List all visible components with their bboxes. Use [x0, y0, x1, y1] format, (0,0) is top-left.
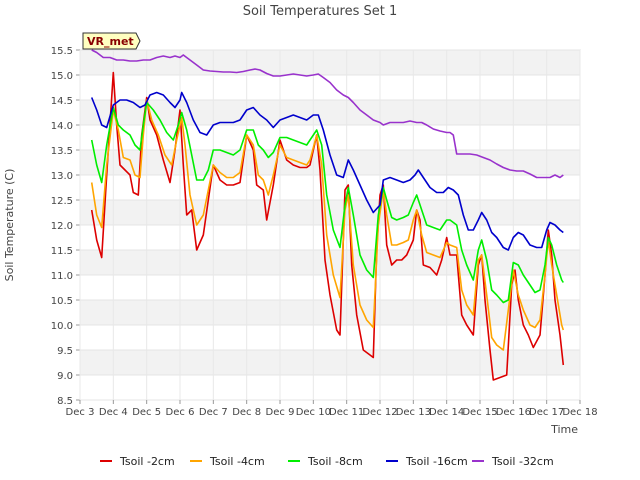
- x-tick-label: Dec 17: [529, 407, 564, 418]
- x-tick-label: Dec 16: [496, 407, 531, 418]
- plot-band: [80, 225, 580, 250]
- y-tick-label: 12.0: [51, 221, 73, 232]
- legend: Tsoil -2cm Tsoil -4cm Tsoil -8cm Tsoil -16c…: [100, 455, 554, 468]
- x-tick-label: Dec 4: [99, 407, 128, 418]
- x-tick-label: Dec 15: [462, 407, 497, 418]
- y-tick-label: 8.5: [57, 396, 73, 407]
- x-tick-label: Dec 3: [66, 407, 95, 418]
- legend-label: Tsoil -2cm: [119, 455, 175, 468]
- plot-band: [80, 50, 580, 75]
- x-tick-label: Dec 7: [199, 407, 228, 418]
- legend-label: Tsoil -8cm: [307, 455, 363, 468]
- y-tick-label: 14.0: [51, 121, 73, 132]
- y-tick-label: 11.0: [51, 271, 73, 282]
- y-tick-label: 9.5: [57, 346, 73, 357]
- series-line-tsoil-16cm: [90, 91, 564, 251]
- plot-band: [80, 375, 580, 400]
- series-line-tsoil-32cm: [91, 49, 564, 179]
- series-lines: [90, 49, 565, 381]
- plot-band: [80, 300, 580, 325]
- x-tick-label: Dec 6: [166, 407, 195, 418]
- chart-title: Soil Temperatures Set 1: [243, 4, 398, 19]
- series-line-tsoil-4cm: [90, 99, 565, 351]
- x-axis-ticks: Dec 3 Dec 4 Dec 5 Dec 6 Dec 7 Dec 8 Dec 9 Dec 1…: [66, 50, 598, 418]
- legend-label: Tsoil -32cm: [491, 455, 554, 468]
- y-tick-label: 15.0: [51, 71, 73, 82]
- y-tick-label: 9.0: [57, 371, 73, 382]
- y-tick-label: 10.0: [51, 321, 73, 332]
- plot-band: [80, 350, 580, 375]
- y-tick-label: 15.5: [51, 46, 73, 57]
- legend-label: Tsoil -4cm: [209, 455, 265, 468]
- plot-band: [80, 175, 580, 200]
- legend-label: Tsoil -16cm: [405, 455, 468, 468]
- annotation-box: VR_met: [82, 32, 141, 50]
- x-tick-label: Dec 13: [396, 407, 431, 418]
- series-line-tsoil-8cm: [90, 101, 564, 304]
- x-tick-label: Dec 8: [232, 407, 261, 418]
- x-tick-label: Dec 11: [329, 407, 364, 418]
- x-tick-label: Dec 12: [362, 407, 397, 418]
- x-tick-label: Dec 18: [562, 407, 597, 418]
- y-axis-ticks: 8.5 9.0 9.5 10.0 10.5 11.0 11.5 12.0 12.5 13.0 13.…: [51, 46, 580, 407]
- plot-band: [80, 100, 580, 125]
- y-tick-label: 12.5: [51, 196, 73, 207]
- y-tick-label: 11.5: [51, 246, 73, 257]
- plot-band: [80, 75, 580, 100]
- y-tick-label: 13.5: [51, 146, 73, 157]
- x-axis-label: Time: [550, 423, 578, 436]
- y-tick-label: 14.5: [51, 96, 73, 107]
- annotation-text: VR_met: [87, 35, 134, 48]
- plot-band: [80, 125, 580, 150]
- x-tick-label: Dec 14: [429, 407, 464, 418]
- annotation-box-shape: [82, 32, 141, 50]
- x-tick-label: Dec 9: [266, 407, 295, 418]
- x-tick-label: Dec 5: [132, 407, 161, 418]
- x-tick-label: Dec 10: [296, 407, 331, 418]
- y-tick-label: 13.0: [51, 171, 73, 182]
- y-tick-label: 10.5: [51, 296, 73, 307]
- y-axis-label: Soil Temperature (C): [3, 169, 16, 282]
